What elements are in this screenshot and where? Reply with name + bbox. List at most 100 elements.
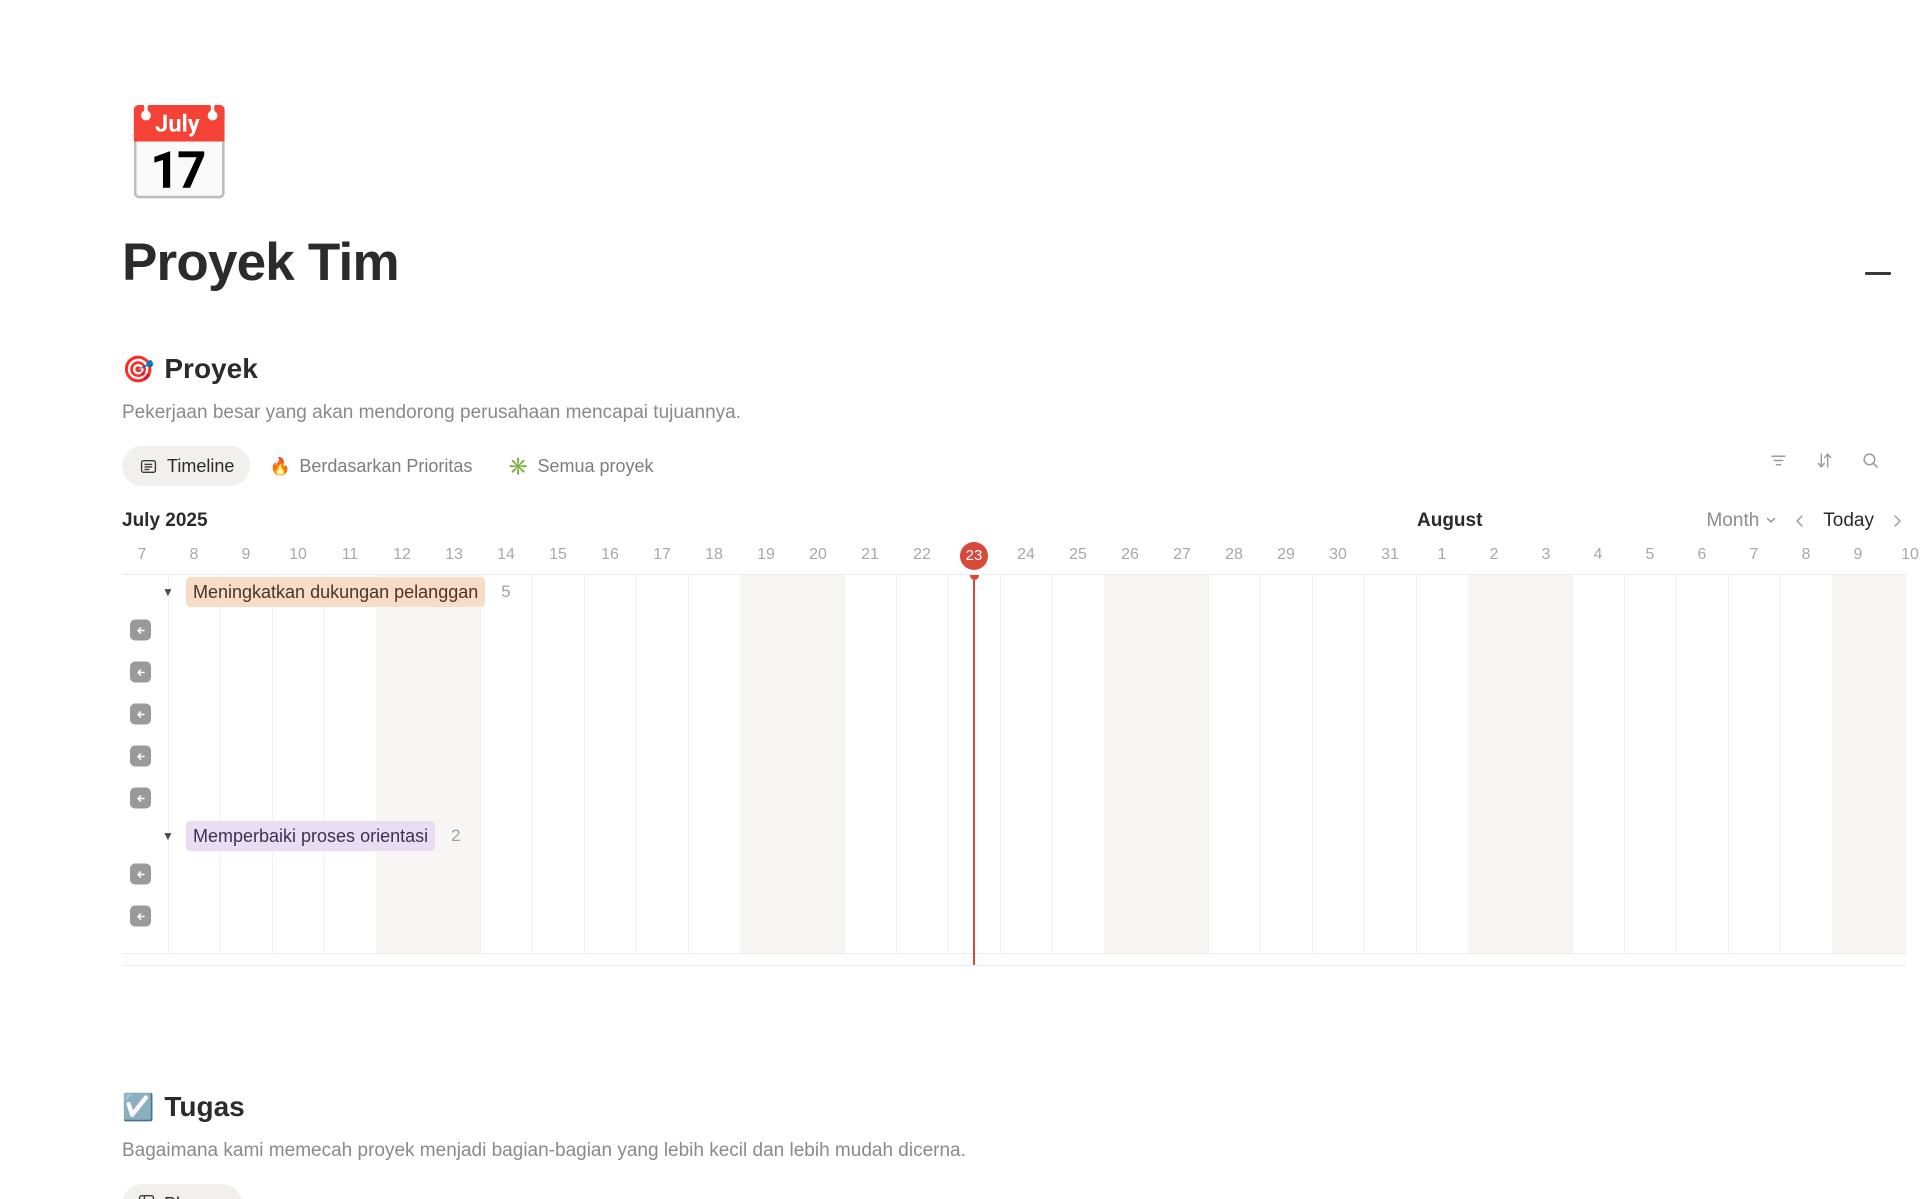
scroll-to-item-left-arrow-icon[interactable] xyxy=(130,703,151,725)
search-icon[interactable] xyxy=(1858,448,1882,472)
minimize-button[interactable] xyxy=(1860,258,1896,288)
day-label[interactable]: 29 xyxy=(1277,546,1295,563)
tab-planner[interactable]: Planner xyxy=(122,1184,243,1199)
day-label[interactable]: 24 xyxy=(1017,546,1035,563)
day-label[interactable]: 10 xyxy=(1901,546,1919,563)
timeline-topbar: July 2025 August Month Today xyxy=(122,504,1906,538)
day-label[interactable]: 28 xyxy=(1225,546,1243,563)
filter-icon[interactable] xyxy=(1766,448,1790,472)
grid-column-line xyxy=(480,575,481,965)
group-item-count: 5 xyxy=(501,582,511,601)
day-label[interactable]: 4 xyxy=(1593,546,1603,563)
timeline-row-list: ▼ Meningkatkan dukungan pelanggan 5 ▼ Memper… xyxy=(122,575,1906,937)
day-label[interactable]: 30 xyxy=(1329,546,1347,563)
scroll-to-item-left-arrow-icon[interactable] xyxy=(130,905,151,927)
grid-column-line xyxy=(272,575,273,965)
day-label[interactable]: 7 xyxy=(1749,546,1759,563)
timeline-scale-select[interactable]: Month xyxy=(1706,504,1777,538)
day-label[interactable]: 20 xyxy=(809,546,827,563)
weekend-column xyxy=(376,575,428,965)
day-label[interactable]: 26 xyxy=(1121,546,1139,563)
sort-icon[interactable] xyxy=(1812,448,1836,472)
timeline-item-row[interactable] xyxy=(122,693,1906,735)
group-collapse-caret-icon[interactable]: ▼ xyxy=(162,829,174,843)
day-label[interactable]: 13 xyxy=(445,546,463,563)
proyek-heading: 🎯 Proyek xyxy=(122,352,1882,386)
group-item-count: 2 xyxy=(451,826,461,845)
day-label[interactable]: 5 xyxy=(1645,546,1655,563)
day-label[interactable]: 9 xyxy=(241,546,251,563)
timeline-prev-button[interactable] xyxy=(1791,510,1809,532)
timeline-next-button[interactable] xyxy=(1888,510,1906,532)
grid-column-line xyxy=(532,575,533,965)
day-label[interactable]: 9 xyxy=(1853,546,1863,563)
timeline-footer-row xyxy=(122,953,1906,965)
day-label[interactable]: 15 xyxy=(549,546,567,563)
day-label[interactable]: 7 xyxy=(137,546,147,563)
chevron-down-icon xyxy=(1765,504,1777,538)
scroll-to-item-left-arrow-icon[interactable] xyxy=(130,863,151,885)
timeline-grid[interactable]: ▼ Meningkatkan dukungan pelanggan 5 ▼ Memper… xyxy=(122,574,1906,966)
day-label[interactable]: 27 xyxy=(1173,546,1191,563)
day-label[interactable]: 1 xyxy=(1437,546,1447,563)
group-collapse-caret-icon[interactable]: ▼ xyxy=(162,585,174,599)
day-label[interactable]: 6 xyxy=(1697,546,1707,563)
timeline-item-row[interactable] xyxy=(122,895,1906,937)
scroll-to-item-left-arrow-icon[interactable] xyxy=(130,619,151,641)
grid-column-line xyxy=(1260,575,1261,965)
timeline-item-row[interactable] xyxy=(122,651,1906,693)
grid-column-line xyxy=(1000,575,1001,965)
scroll-to-item-left-arrow-icon[interactable] xyxy=(130,661,151,683)
tab-semua-proyek[interactable]: ✳️ Semua proyek xyxy=(492,446,669,486)
timeline-item-row[interactable] xyxy=(122,735,1906,777)
section-proyek: 🎯 Proyek Pekerjaan besar yang akan mendo… xyxy=(122,352,1882,486)
grid-column-line xyxy=(1312,575,1313,965)
day-label[interactable]: 12 xyxy=(393,546,411,563)
timeline-item-row[interactable] xyxy=(122,609,1906,651)
day-label[interactable]: 14 xyxy=(497,546,515,563)
day-label[interactable]: 11 xyxy=(341,546,359,563)
grid-column-line xyxy=(1208,575,1209,965)
tugas-heading: ☑️ Tugas xyxy=(122,1090,1882,1124)
minimize-icon xyxy=(1865,271,1891,275)
timeline-month-right: August xyxy=(1417,510,1483,531)
proyek-tab-row: Timeline 🔥 Berdasarkan Prioritas ✳️ Semu… xyxy=(122,446,1882,486)
day-label[interactable]: 31 xyxy=(1381,546,1399,563)
timeline-scale-label: Month xyxy=(1706,510,1760,531)
day-label[interactable]: 17 xyxy=(653,546,671,563)
day-label[interactable]: 16 xyxy=(601,546,619,563)
scroll-to-item-left-arrow-icon[interactable] xyxy=(130,745,151,767)
tab-timeline-label: Timeline xyxy=(167,455,235,476)
day-label[interactable]: 8 xyxy=(189,546,199,563)
group-label-chip[interactable]: Memperbaiki proses orientasi xyxy=(186,821,436,851)
tab-semua-proyek-label: Semua proyek xyxy=(537,455,654,476)
day-label-today[interactable]: 23 xyxy=(948,542,1000,570)
eight-spoked-asterisk-icon: ✳️ xyxy=(507,456,530,476)
day-label[interactable]: 21 xyxy=(861,546,879,563)
grid-column-line xyxy=(1052,575,1053,965)
tab-planner-label: Planner xyxy=(164,1194,226,1199)
timeline-item-row[interactable] xyxy=(122,777,1906,819)
day-label[interactable]: 25 xyxy=(1069,546,1087,563)
weekend-column xyxy=(1884,575,1906,965)
timeline-item-row[interactable] xyxy=(122,853,1906,895)
day-label[interactable]: 8 xyxy=(1801,546,1811,563)
tab-timeline[interactable]: Timeline xyxy=(122,446,251,486)
grid-column-line xyxy=(1416,575,1417,965)
timeline-today-button[interactable]: Today xyxy=(1823,510,1874,531)
day-label[interactable]: 2 xyxy=(1489,546,1499,563)
day-label[interactable]: 19 xyxy=(757,546,775,563)
tab-berdasarkan-prioritas[interactable]: 🔥 Berdasarkan Prioritas xyxy=(254,446,488,486)
weekend-column xyxy=(428,575,480,965)
weekend-column xyxy=(1520,575,1572,965)
group-label-chip[interactable]: Meningkatkan dukungan pelanggan xyxy=(186,577,486,607)
section-tugas: ☑️ Tugas Bagaimana kami memecah proyek m… xyxy=(122,1090,1882,1199)
day-label[interactable]: 22 xyxy=(913,546,931,563)
day-label[interactable]: 18 xyxy=(705,546,723,563)
grid-column-line xyxy=(688,575,689,965)
day-label[interactable]: 3 xyxy=(1541,546,1551,563)
page-title: Proyek Tim xyxy=(122,233,400,292)
day-label[interactable]: 10 xyxy=(289,546,307,563)
scroll-to-item-left-arrow-icon[interactable] xyxy=(130,787,151,809)
